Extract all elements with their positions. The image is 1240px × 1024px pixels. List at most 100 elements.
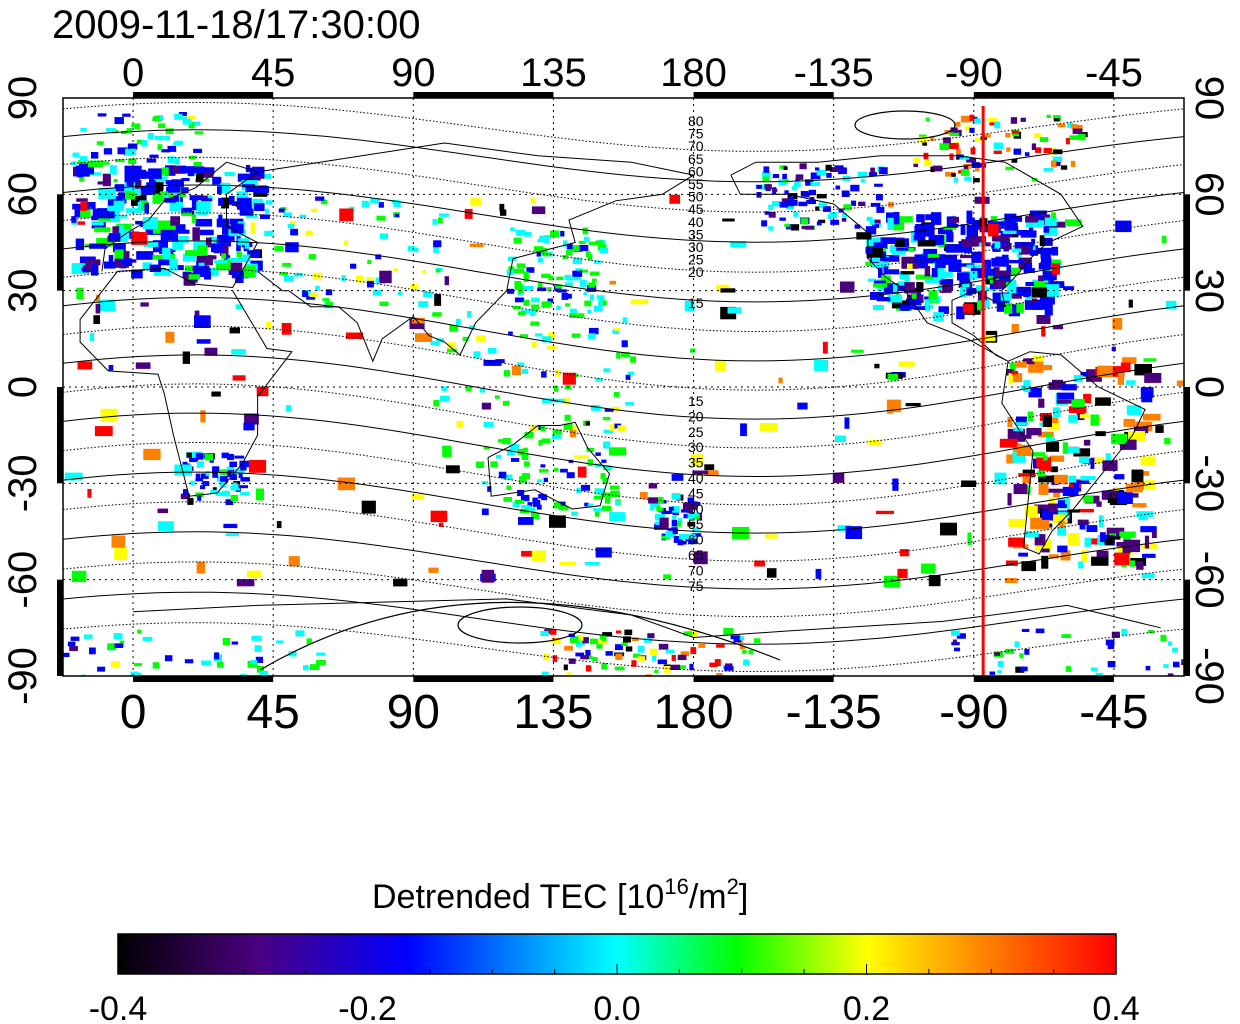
tec-data-patch xyxy=(379,301,389,306)
tec-data-patch xyxy=(255,488,264,501)
tec-data-patch xyxy=(1025,282,1039,286)
tec-data-patch xyxy=(135,672,142,676)
tec-data-patch xyxy=(79,173,85,182)
tec-data-patch xyxy=(1073,480,1080,488)
tec-data-patch xyxy=(414,247,419,253)
tec-data-patch xyxy=(716,673,723,676)
tec-data-patch xyxy=(149,264,161,272)
tec-data-patch xyxy=(316,660,326,665)
tec-data-patch xyxy=(1068,406,1087,414)
tec-data-patch xyxy=(195,218,213,227)
tec-data-patch xyxy=(1050,417,1059,424)
tec-data-patch xyxy=(537,287,547,292)
tec-data-patch xyxy=(872,305,884,311)
tec-data-patch xyxy=(815,206,820,211)
tec-data-patch xyxy=(1030,452,1046,457)
tec-data-patch xyxy=(677,539,684,546)
tec-data-patch xyxy=(1043,237,1053,246)
tec-data-patch xyxy=(799,163,807,170)
tec-data-patch xyxy=(892,284,898,293)
tec-data-patch xyxy=(771,201,781,207)
magnetic-pole-contour xyxy=(457,606,583,644)
tec-data-patch xyxy=(217,661,224,668)
bottom-longitude-label: 90 xyxy=(387,686,440,739)
tec-data-patch xyxy=(616,630,622,634)
tec-data-patch xyxy=(928,235,944,245)
tec-data-patch xyxy=(166,186,176,192)
tec-data-patch xyxy=(999,438,1018,448)
tec-data-patch xyxy=(1176,380,1184,387)
tec-data-patch xyxy=(110,165,117,175)
tec-data-patch xyxy=(779,217,786,221)
tec-data-patch xyxy=(278,208,285,213)
tec-data-patch xyxy=(913,235,926,241)
tec-data-patch xyxy=(620,352,630,358)
tec-data-patch xyxy=(677,654,687,660)
tec-data-patch xyxy=(339,208,354,222)
tec-data-patch xyxy=(511,365,521,376)
tec-data-patch xyxy=(303,665,309,671)
tec-data-patch xyxy=(181,212,192,217)
tec-data-patch xyxy=(953,177,959,183)
tec-data-patch xyxy=(876,206,885,213)
tec-data-patch xyxy=(569,636,579,643)
colorbar-title-end: ] xyxy=(739,878,748,916)
tec-data-patch xyxy=(1025,531,1033,538)
tec-data-patch xyxy=(1086,525,1098,532)
tec-data-patch xyxy=(117,147,128,155)
tec-data-patch xyxy=(178,112,187,116)
tec-data-patch xyxy=(891,300,910,309)
magnetic-contour-line xyxy=(63,354,1184,420)
tec-data-patch xyxy=(308,254,316,260)
tec-data-patch xyxy=(95,294,100,302)
tec-data-patch xyxy=(893,220,904,231)
tec-data-patch xyxy=(184,659,194,664)
tec-data-patch xyxy=(522,473,530,480)
tec-data-patch xyxy=(508,256,517,262)
magnetic-contour-line xyxy=(63,531,1184,590)
tec-data-patch xyxy=(1094,457,1105,464)
tec-data-patch xyxy=(1144,535,1150,549)
tec-data-patch xyxy=(211,243,225,253)
tec-data-patch xyxy=(183,489,188,495)
tec-data-patch xyxy=(566,244,573,250)
tec-data-patch xyxy=(1045,257,1052,269)
tec-data-patch xyxy=(886,212,897,223)
tec-data-patch xyxy=(599,247,609,254)
tec-data-patch xyxy=(201,473,209,479)
tec-data-patch xyxy=(994,472,1007,485)
tec-data-patch xyxy=(411,494,424,500)
tec-data-patch xyxy=(394,213,399,218)
tec-data-patch xyxy=(245,214,258,219)
tec-data-patch xyxy=(1035,628,1045,634)
tec-data-patch xyxy=(904,282,915,294)
tec-data-patch xyxy=(222,490,230,497)
tec-data-patch xyxy=(204,347,218,356)
tec-data-patch xyxy=(517,449,526,455)
tec-data-patch xyxy=(538,440,543,446)
tec-data-patch xyxy=(950,216,959,223)
tec-data-patch xyxy=(541,371,547,378)
tec-data-patch xyxy=(982,259,991,269)
tec-data-patch xyxy=(598,300,607,306)
tec-data-patch xyxy=(1038,275,1044,285)
tec-data-patch xyxy=(524,431,534,439)
tec-data-patch xyxy=(796,181,801,187)
tec-data-patch xyxy=(216,260,231,271)
tec-data-patch xyxy=(1005,166,1015,171)
tec-data-patch xyxy=(1167,673,1174,676)
tec-data-patch xyxy=(1049,221,1066,228)
tec-data-patch xyxy=(1181,659,1184,665)
tec-data-patch xyxy=(188,274,200,280)
tec-data-patch xyxy=(724,666,734,671)
tec-data-patch xyxy=(438,522,444,527)
tec-data-patch xyxy=(985,280,990,285)
tec-data-patch xyxy=(1031,238,1036,244)
tec-data-patch xyxy=(621,642,628,646)
tec-data-patch xyxy=(554,370,561,377)
tec-data-patch xyxy=(893,211,900,225)
tec-data-patch xyxy=(434,294,442,306)
frame-bar-bottom xyxy=(413,676,554,682)
tec-data-patch xyxy=(791,185,798,191)
tec-data-patch xyxy=(883,266,889,275)
